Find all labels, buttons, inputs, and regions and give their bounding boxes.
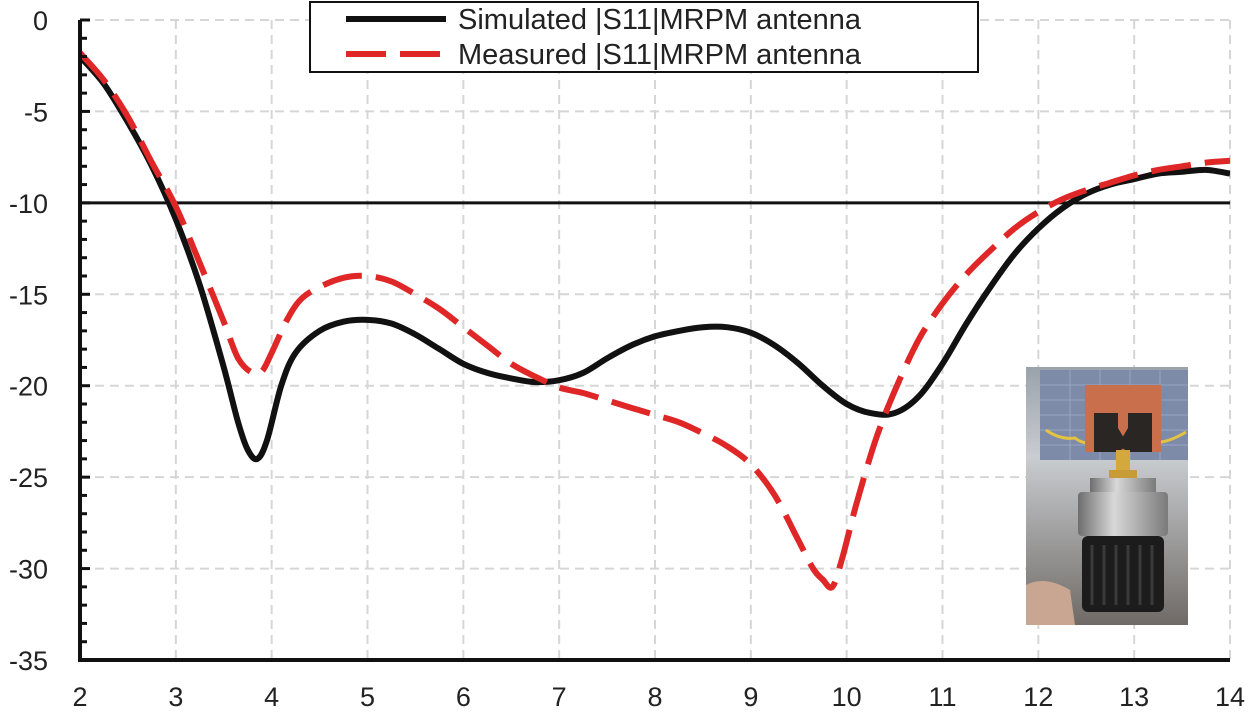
- y-tick-label: -20: [9, 372, 48, 402]
- y-tick-label: -5: [24, 97, 48, 127]
- legend-box: [309, 1, 979, 73]
- series-line-measured: [80, 50, 1230, 591]
- x-tick-label: 6: [456, 682, 471, 712]
- x-tick-label: 4: [264, 682, 279, 712]
- x-tick-label: 10: [832, 682, 862, 712]
- x-tick-label: 5: [360, 682, 375, 712]
- series-line-simulated: [80, 54, 1230, 463]
- x-tick-label: 2: [72, 682, 87, 712]
- x-tick-label: 8: [647, 682, 662, 712]
- x-tick-label: 3: [168, 682, 183, 712]
- legend-label-simulated: Simulated |S11|MRPM antenna: [458, 4, 862, 36]
- legend-label-measured: Measured |S11|MRPM antenna: [458, 39, 862, 71]
- y-tick-label: -35: [9, 646, 48, 676]
- series-layer: [80, 50, 1230, 591]
- legend: Simulated |S11|MRPM antenna Measured |S1…: [309, 1, 979, 73]
- y-tick-label: 0: [33, 6, 48, 36]
- x-tick-label: 7: [552, 682, 567, 712]
- antenna-photo-inset: [1026, 367, 1188, 625]
- y-axis-minor-ticks: [80, 18, 90, 662]
- x-tick-label: 9: [743, 682, 758, 712]
- y-tick-label: -15: [9, 280, 48, 310]
- x-tick-label: 11: [928, 682, 956, 712]
- axes: [78, 20, 1230, 662]
- y-tick-label: -30: [9, 555, 48, 585]
- y-tick-label: -10: [9, 189, 48, 219]
- x-tick-labels: 2 3 4 5 6 7 8 9 10 11 12 13 14: [72, 682, 1245, 712]
- x-tick-label: 14: [1215, 682, 1245, 712]
- x-tick-label: 13: [1119, 682, 1149, 712]
- y-tick-label: -25: [9, 463, 48, 493]
- y-tick-labels: 0 -5 -10 -15 -20 -25 -30 -35: [9, 6, 48, 676]
- x-tick-label: 12: [1023, 682, 1053, 712]
